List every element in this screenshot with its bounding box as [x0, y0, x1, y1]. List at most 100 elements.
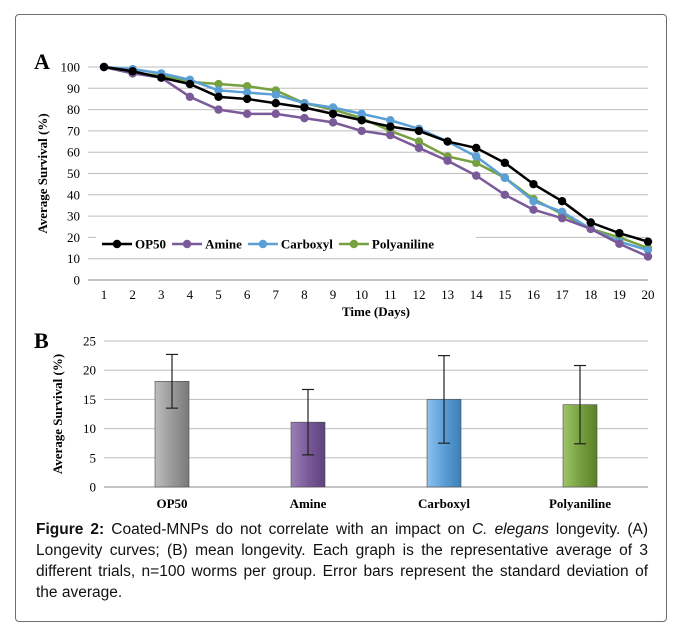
- data-point-amine: [386, 130, 395, 140]
- data-point-carboxyl: [386, 116, 395, 125]
- data-point-carboxyl: [271, 90, 280, 99]
- chart-a-y-tick: 0: [74, 273, 81, 288]
- chart-a-x-tick: 8: [301, 287, 308, 302]
- chart-b-y-tick: 15: [83, 392, 96, 407]
- chart-a-series: [99, 62, 653, 261]
- bar-polyaniline: [562, 364, 598, 488]
- chart-a-x-tick: 4: [187, 287, 194, 302]
- data-point-carboxyl: [500, 173, 510, 182]
- series-line-amine: [103, 65, 649, 258]
- error-bar-op50: [166, 353, 178, 409]
- data-point-amine: [357, 126, 366, 136]
- legend-marker-op50: [112, 239, 122, 249]
- data-point-op50: [500, 158, 510, 168]
- data-point-carboxyl: [242, 88, 252, 97]
- legend-marker-polyaniline: [349, 239, 359, 249]
- chart-b-y-tick: 10: [83, 421, 96, 436]
- chart-a-x-tick: 6: [244, 287, 251, 302]
- data-point-op50: [328, 109, 338, 119]
- data-point-amine: [242, 109, 252, 119]
- data-point-amine: [529, 205, 538, 214]
- data-point-op50: [185, 79, 195, 89]
- chart-b-x-tick: Amine: [290, 496, 327, 511]
- bar-op50: [154, 353, 190, 488]
- data-point-amine: [185, 92, 195, 102]
- chart-a-x-tick: 18: [584, 287, 597, 302]
- data-point-op50: [615, 228, 624, 238]
- legend-item-carboxyl: Carboxyl: [247, 237, 333, 252]
- panel-b-label: B: [34, 328, 49, 353]
- chart-a-legend-background: [96, 232, 476, 254]
- data-point-op50: [357, 116, 366, 125]
- chart-a-y-tick: 40: [67, 187, 80, 202]
- caption-text-2: longevity. (A) Longevity curves; (B) mea…: [36, 521, 648, 601]
- chart-a-x-tick: 11: [384, 287, 397, 302]
- series-line-op50: [103, 65, 649, 243]
- chart-b-bars: [154, 353, 598, 488]
- mean-longevity-chart: B 0 5 10 15 20 25 Average Survival (%) OP50 Am…: [34, 328, 648, 511]
- data-point-op50: [472, 143, 481, 153]
- data-point-polyaniline: [472, 158, 481, 168]
- chart-a-y-tick: 70: [67, 123, 80, 138]
- data-point-op50: [386, 122, 395, 131]
- data-point-amine: [472, 171, 481, 180]
- legend-label-op50: OP50: [135, 237, 166, 252]
- chart-b-y-ticks: 0 5 10 15 20 25: [83, 334, 96, 495]
- data-point-amine: [500, 190, 510, 199]
- data-point-carboxyl: [214, 86, 223, 95]
- chart-a-x-tick: 17: [556, 287, 570, 302]
- chart-b-y-tick: 0: [90, 480, 97, 495]
- chart-a-y-tick: 30: [67, 209, 80, 224]
- chart-a-y-tick: 100: [61, 60, 81, 75]
- error-bar-carboxyl: [438, 355, 450, 444]
- chart-a-x-tick: 9: [330, 287, 337, 302]
- data-point-op50: [557, 196, 567, 206]
- chart-b-x-tick: OP50: [156, 496, 187, 511]
- chart-b-y-axis-label: Average Survival (%): [50, 354, 65, 474]
- panel-a-label: A: [34, 49, 50, 74]
- chart-b-x-tick: Carboxyl: [418, 496, 470, 511]
- legend-marker-amine: [182, 239, 192, 249]
- species-name: elegans: [494, 521, 549, 538]
- chart-a-x-tick: 1: [101, 287, 108, 302]
- chart-a-x-tick: 7: [273, 287, 280, 302]
- error-bar-amine: [302, 388, 314, 456]
- data-point-op50: [643, 237, 653, 246]
- series-op50: [99, 62, 653, 246]
- chart-a-y-ticks: 0 10 20 30 40 50 60 70 80 90 100: [61, 60, 81, 288]
- data-point-op50: [586, 218, 595, 227]
- data-point-amine: [271, 109, 280, 119]
- legend-item-polyaniline: Polyaniline: [338, 237, 434, 252]
- data-point-amine: [586, 224, 595, 234]
- data-point-amine: [328, 118, 338, 127]
- data-point-polyaniline: [214, 79, 223, 89]
- data-point-polyaniline: [242, 81, 252, 91]
- chart-a-x-tick: 16: [527, 287, 541, 302]
- chart-b-gridlines: [104, 340, 648, 488]
- data-point-op50: [214, 92, 223, 102]
- data-point-carboxyl: [643, 245, 653, 255]
- chart-a-x-tick: 3: [158, 287, 165, 302]
- data-point-op50: [242, 94, 252, 104]
- chart-a-x-tick: 13: [441, 287, 454, 302]
- chart-a-y-tick: 10: [67, 251, 80, 266]
- data-point-amine: [557, 214, 567, 223]
- data-point-op50: [443, 137, 452, 146]
- chart-b-y-tick: 5: [90, 450, 97, 465]
- data-point-amine: [615, 239, 624, 248]
- data-point-carboxyl: [472, 152, 481, 161]
- chart-a-x-axis-label: Time (Days): [342, 304, 410, 319]
- chart-a-x-tick: 10: [355, 287, 368, 302]
- legend-marker-carboxyl: [258, 239, 268, 249]
- legend-label-carboxyl: Carboxyl: [281, 237, 333, 252]
- chart-a-legend: OP50 Amine Carboxyl Polyaniline: [96, 232, 476, 254]
- data-point-op50: [271, 99, 280, 108]
- data-point-carboxyl: [328, 103, 338, 112]
- chart-a-x-tick: 5: [215, 287, 222, 302]
- chart-b-x-ticks: OP50 Amine Carboxyl Polyaniline: [156, 496, 611, 511]
- chart-a-y-tick: 20: [67, 230, 80, 245]
- error-bar-polyaniline: [574, 364, 586, 445]
- chart-b-x-tick: Polyaniline: [549, 496, 611, 511]
